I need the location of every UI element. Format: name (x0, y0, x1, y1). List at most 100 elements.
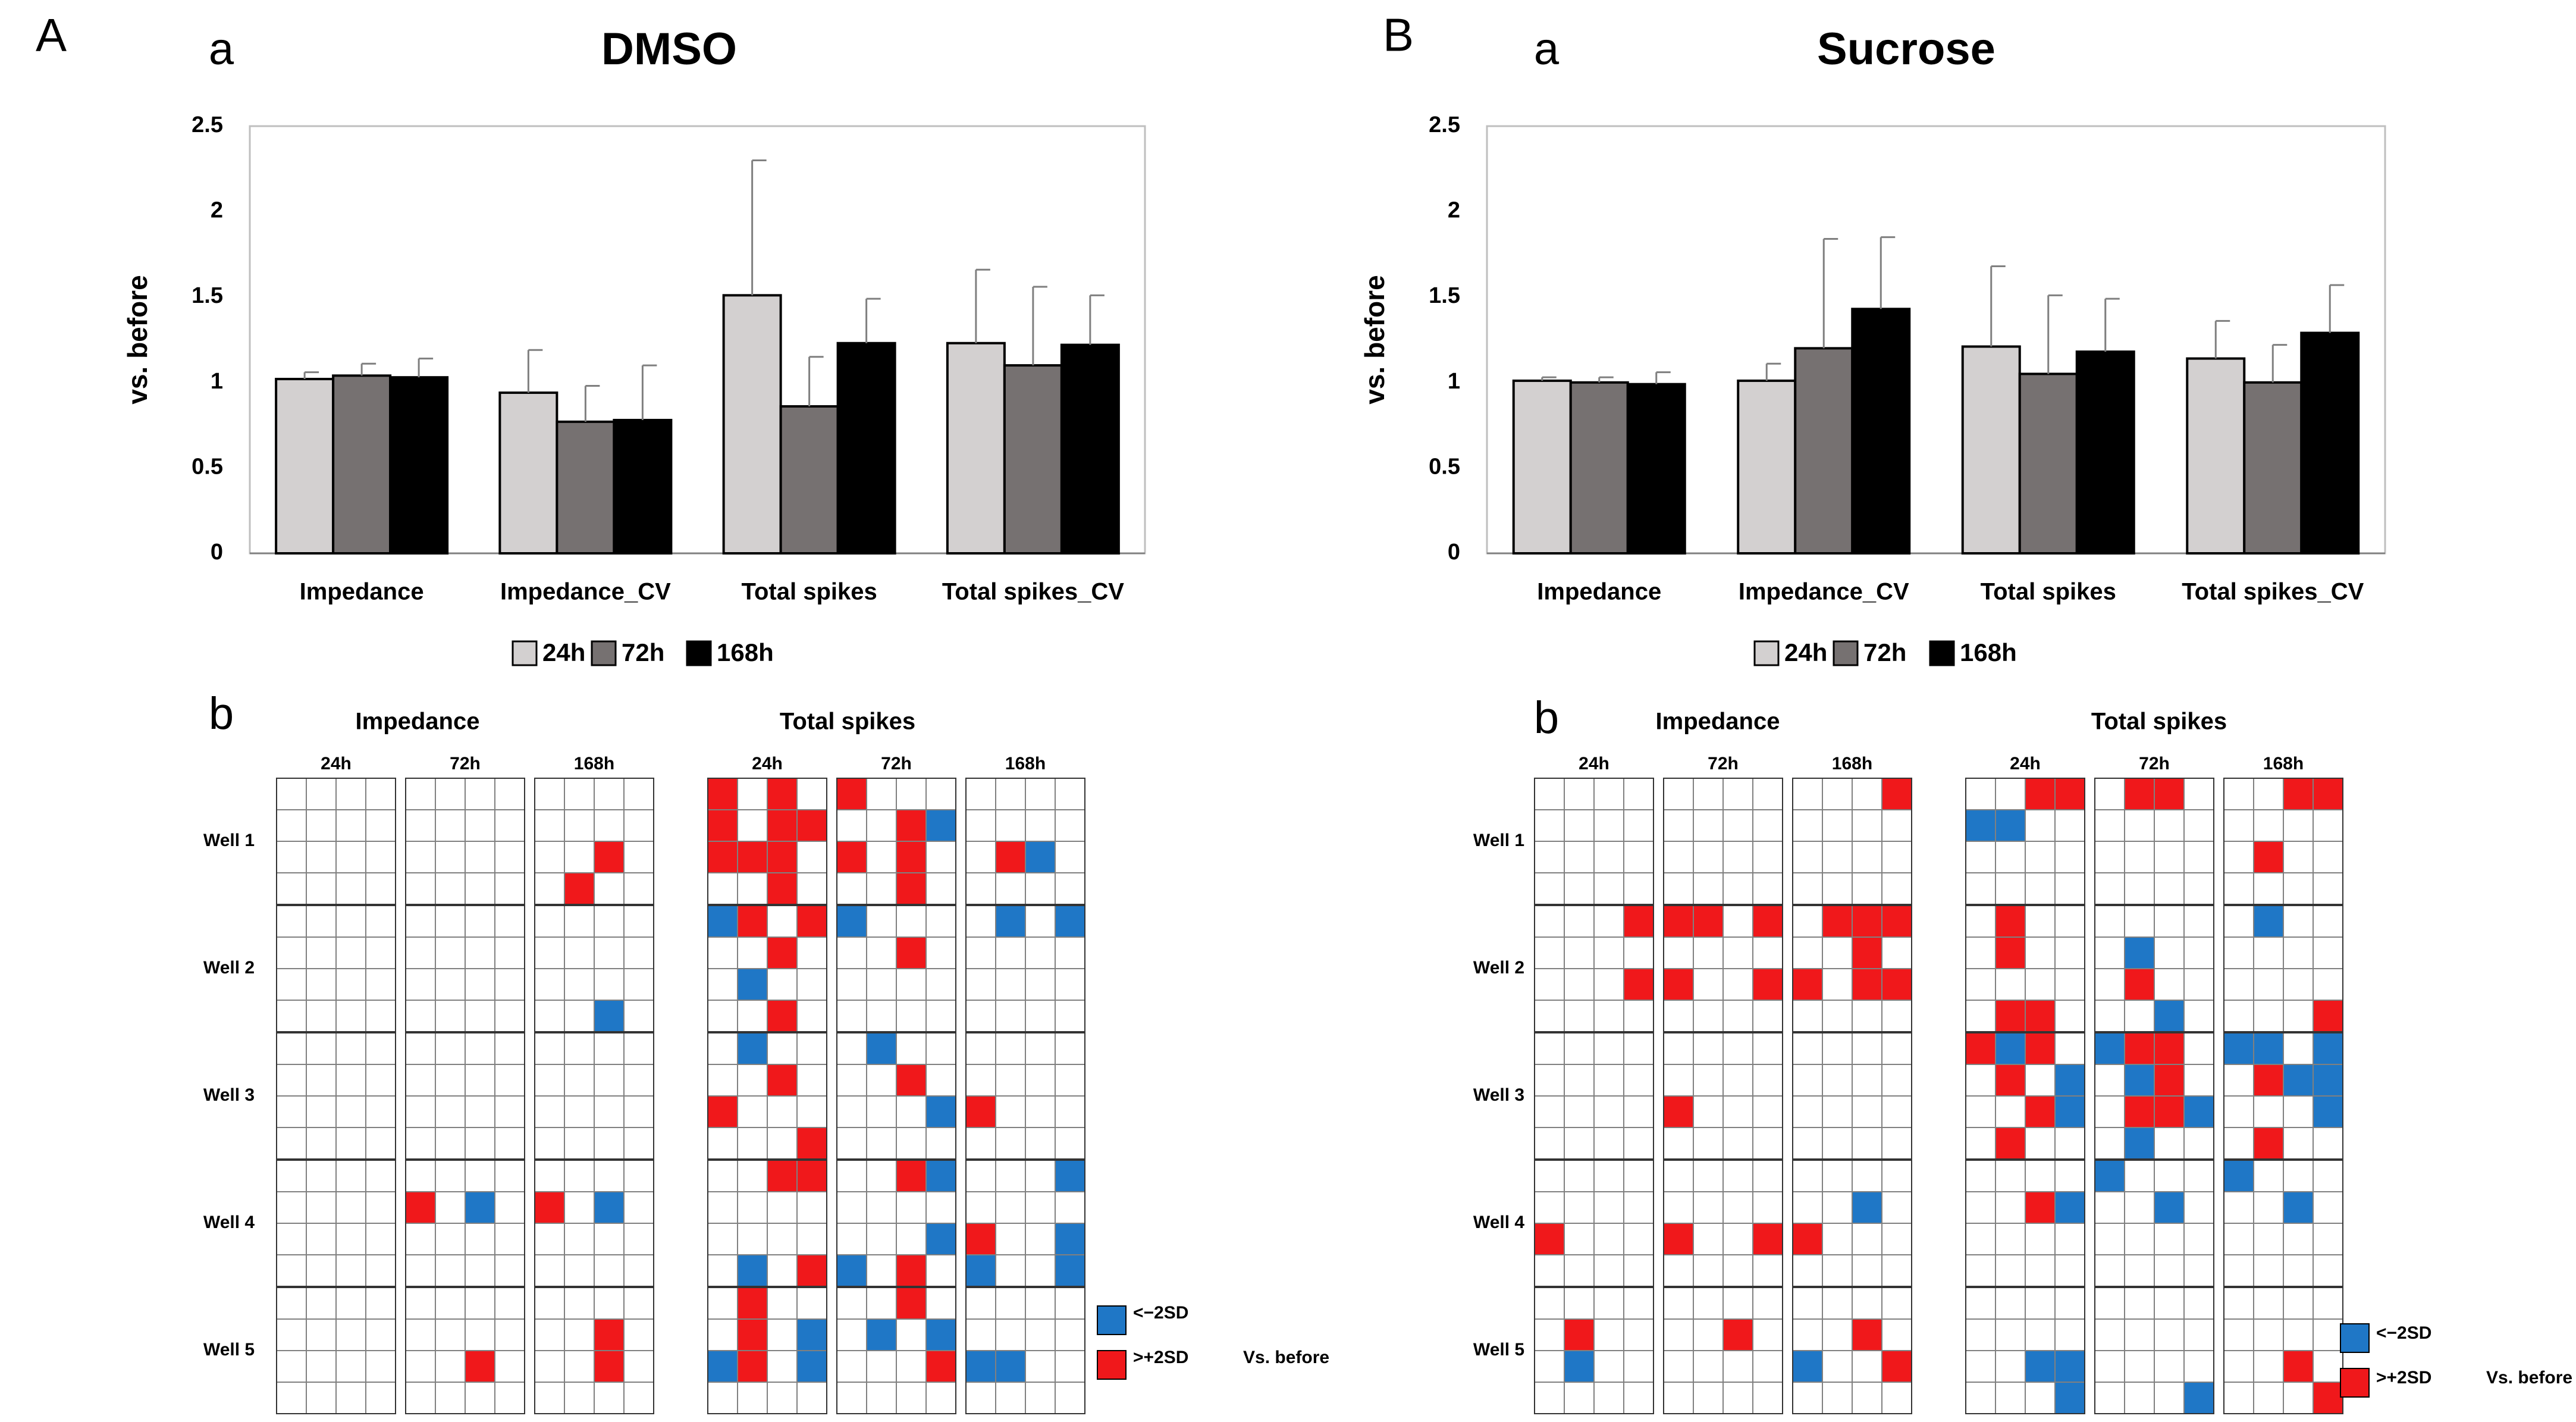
well-block-spikes-1-72h (2094, 778, 2214, 905)
electrode-cell-blue (1966, 810, 1995, 841)
well-block-impedance-2-24h (276, 905, 396, 1032)
time-label-impedance-168h: 168h (1832, 754, 1872, 773)
legend-swatch-red (1097, 1350, 1127, 1380)
electrode-cell-red (896, 841, 926, 873)
electrode-cell-red (1995, 1000, 2025, 1032)
well-block-impedance-5-72h (405, 1287, 525, 1414)
electrode-cell-red (767, 1160, 797, 1192)
bar-24h-1 (1512, 379, 1572, 555)
well-block-impedance-5-168h (534, 1287, 654, 1414)
bar-24h-2 (498, 391, 559, 555)
electrode-cell-blue (797, 1319, 827, 1351)
well-label-2: Well 2 (203, 958, 255, 978)
chart-title: Sucrose (1817, 24, 1995, 74)
well-block-impedance-2-168h (1792, 905, 1912, 1032)
time-label-spikes-168h: 168h (2263, 754, 2304, 773)
electrode-cell-red (738, 841, 767, 873)
electrode-cell-blue (2224, 1033, 2254, 1064)
electrode-cell-blue (2184, 1096, 2214, 1127)
well-block-spikes-3-72h (836, 1032, 956, 1160)
electrode-cell-blue (2184, 1382, 2214, 1414)
well-block-impedance-5-24h (276, 1287, 396, 1414)
electrode-cell-blue (594, 1000, 624, 1032)
bar-168h-4 (1060, 343, 1120, 555)
well-block-spikes-4-168h (2223, 1160, 2343, 1287)
electrode-cell-blue (926, 1319, 956, 1351)
electrode-cell-red (2125, 1096, 2154, 1127)
legend-label-plus-2sd: >+2SD (1133, 1348, 1188, 1367)
electrode-cell-red (738, 1288, 767, 1319)
well-label-2: Well 2 (1473, 958, 1524, 978)
electrode-cell-red (2025, 1000, 2055, 1032)
electrode-cell-red (708, 1096, 738, 1127)
legend-swatch-blue (1097, 1305, 1127, 1335)
bar-168h-2 (613, 418, 673, 555)
electrode-cell-red (708, 810, 738, 841)
electrode-cell-red (2313, 1000, 2343, 1032)
electrode-cell-red (896, 873, 926, 904)
electrode-cell-blue (2154, 1192, 2184, 1223)
electrode-cell-red (2254, 1127, 2283, 1159)
legend-swatch-blue (2340, 1323, 2370, 1353)
electrode-cell-red (767, 1064, 797, 1096)
electrode-cell-red (797, 1127, 827, 1159)
electrode-cell-blue (1055, 1160, 1085, 1192)
electrode-cell-red (1693, 906, 1723, 937)
bar-24h-4 (2186, 357, 2246, 555)
bar-24h-3 (1961, 345, 2021, 555)
well-block-spikes-5-24h (1965, 1287, 2085, 1414)
time-label-spikes-168h: 168h (1005, 754, 1046, 773)
well-block-spikes-1-168h (2223, 778, 2343, 905)
legend-label-72h: 72h (1863, 638, 1906, 666)
category-label: Total spikes_CV (942, 579, 1124, 605)
electrode-cell-blue (926, 1223, 956, 1255)
electrode-cell-red (1995, 1064, 2025, 1096)
well-label-1: Well 1 (1473, 831, 1524, 850)
time-label-spikes-24h: 24h (2010, 754, 2041, 773)
electrode-cell-red (594, 1319, 624, 1351)
well-label-5: Well 5 (203, 1340, 255, 1360)
category-label: Total spikes_CV (2182, 579, 2364, 605)
electrode-cell-blue (2125, 937, 2154, 969)
time-label-impedance-24h: 24h (321, 754, 352, 773)
bar-72h-4 (2243, 381, 2303, 555)
chart-title: DMSO (601, 24, 737, 74)
subpanel-label-b: b (209, 688, 234, 739)
electrode-cell-blue (2254, 1033, 2283, 1064)
bar-72h-3 (2018, 372, 2078, 555)
electrode-cell-red (767, 1000, 797, 1032)
electrode-cell-red (797, 1255, 827, 1286)
legend-swatch-168h (1929, 640, 1955, 666)
well-block-spikes-5-72h (2094, 1287, 2214, 1414)
electrode-cell-red (1882, 906, 1912, 937)
y-axis-label: vs. before (1359, 275, 1390, 404)
well-block-impedance-1-72h (405, 778, 525, 905)
well-block-impedance-3-24h (1534, 1032, 1654, 1160)
well-block-impedance-1-168h (534, 778, 654, 905)
electrode-cell-red (896, 1288, 926, 1319)
well-block-impedance-1-24h (276, 778, 396, 905)
electrode-cell-blue (2025, 1351, 2055, 1382)
bar-168h-4 (2300, 331, 2360, 555)
well-block-spikes-3-168h (2223, 1032, 2343, 1160)
electrode-cell-red (767, 810, 797, 841)
electrode-cell-red (1793, 1223, 1822, 1255)
well-block-spikes-3-72h (2094, 1032, 2214, 1160)
electrode-cell-blue (926, 1160, 956, 1192)
bar-72h-2 (556, 420, 616, 555)
electrode-cell-red (1624, 906, 1653, 937)
category-label: Total spikes (1981, 579, 2116, 605)
electrode-cell-red (797, 906, 827, 937)
y-tick-label: 0.5 (1429, 454, 1460, 479)
electrode-cell-red (1793, 969, 1822, 1000)
y-tick-label: 1 (1448, 369, 1460, 394)
electrode-cell-red (837, 841, 867, 873)
well-block-impedance-1-168h (1792, 778, 1912, 905)
grid-header-impedance: Impedance (356, 709, 480, 735)
legend-label-72h: 72h (622, 638, 664, 666)
well-block-impedance-4-168h (1792, 1160, 1912, 1287)
well-block-impedance-4-24h (276, 1160, 396, 1287)
grid-header-impedance: Impedance (1656, 709, 1780, 735)
electrode-cell-blue (2125, 1127, 2154, 1159)
well-block-impedance-3-72h (1663, 1032, 1783, 1160)
